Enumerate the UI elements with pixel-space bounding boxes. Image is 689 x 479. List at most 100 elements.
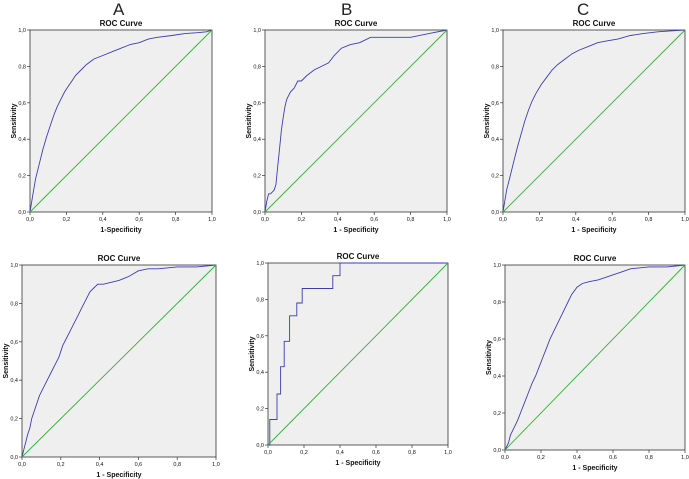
chart-title: ROC Curve [574,254,617,263]
y-tick-label: 0,4 [253,137,261,143]
y-tick-label: 0,6 [18,101,26,107]
x-tick-label: 0,0 [261,217,269,223]
chart-title: ROC Curve [100,19,143,28]
y-axis-label: Sensitivity [11,103,18,138]
x-tick-label: 0,6 [608,217,616,223]
y-tick-label: 0,0 [493,448,501,454]
x-tick-label: 0,6 [135,462,143,468]
column-label-b: B [341,0,353,19]
y-axis-label: Sensitivity [3,343,10,378]
x-tick-label: 0,0 [264,450,272,456]
x-tick-label: 0,6 [135,217,143,223]
chart-title: ROC Curve [98,254,141,263]
x-tick-label: 0,4 [334,217,342,223]
roc-curve [29,29,213,213]
y-tick-label: 0,2 [256,407,264,413]
y-tick-label: 1,0 [491,28,499,34]
x-tick-label: 0,2 [63,217,71,223]
y-tick-label: 1,0 [493,263,501,269]
roc-curve [264,29,448,213]
y-tick-label: 0,4 [491,137,499,143]
x-tick-label: 0,8 [407,217,415,223]
x-tick-label: 1,0 [681,217,689,223]
x-tick-label: 1,0 [212,462,220,468]
y-tick-label: 0,8 [493,300,501,306]
x-axis-label: 1 - Specificity [333,227,378,234]
x-tick-label: 0,2 [57,462,65,468]
x-tick-label: 1,0 [681,455,689,461]
x-tick-label: 0,6 [370,217,378,223]
x-tick-label: 0,4 [336,450,344,456]
x-tick-label: 0,0 [499,217,507,223]
y-tick-label: 0,6 [491,101,499,107]
x-tick-label: 1,0 [443,217,451,223]
roc-curve [21,264,217,458]
reference-line [29,29,213,213]
y-axis-label: Sensitivity [249,336,256,371]
x-tick-label: 0,8 [173,462,181,468]
y-tick-label: 0,4 [256,370,264,376]
x-tick-label: 0,4 [99,217,107,223]
x-tick-label: 0,0 [501,455,509,461]
x-tick-label: 0,2 [298,217,306,223]
y-axis-label: Sensitivity [486,340,493,375]
reference-line [504,264,686,451]
y-tick-label: 1,0 [10,263,18,269]
y-tick-label: 0,4 [493,374,501,380]
column-label-a: A [113,0,125,19]
x-axis-label: 1 - Specificity [572,465,617,472]
x-tick-label: 1,0 [444,450,452,456]
y-tick-label: 0,6 [256,334,264,340]
y-tick-label: 0,2 [493,411,501,417]
x-tick-label: 0,6 [609,455,617,461]
x-axis-label: 1 - Specificity [571,227,616,234]
y-axis-label: Sensitivity [484,103,491,138]
y-tick-label: 0,4 [10,378,18,384]
y-tick-label: 0,8 [256,297,264,303]
x-tick-label: 0,8 [645,455,653,461]
chart-title: ROC Curve [335,19,378,28]
y-tick-label: 0,0 [256,443,264,449]
x-tick-label: 0,6 [372,450,380,456]
reference-line [502,29,686,213]
chart-title: ROC Curve [337,252,380,261]
y-tick-label: 1,0 [253,28,261,34]
y-tick-label: 0,8 [10,301,18,307]
x-axis-label: 1 - Specificity [335,460,380,467]
y-tick-label: 0,0 [18,210,26,216]
x-tick-label: 0,0 [26,217,34,223]
x-tick-label: 0,4 [572,217,580,223]
x-tick-label: 0,4 [573,455,581,461]
column-label-c: C [577,0,590,19]
y-tick-label: 0,0 [491,210,499,216]
y-tick-label: 1,0 [256,261,264,267]
y-tick-label: 0,8 [18,64,26,70]
y-tick-label: 0,6 [253,101,261,107]
chart-title: ROC Curve [573,19,616,28]
x-tick-label: 0,4 [96,462,104,468]
reference-line [267,262,449,446]
x-axis-label: 1-Specificity [100,227,141,234]
roc-curve [268,262,448,446]
y-tick-label: 0,8 [491,64,499,70]
x-tick-label: 0,2 [536,217,544,223]
y-tick-label: 0,6 [493,337,501,343]
x-tick-label: 0,8 [408,450,416,456]
x-tick-label: 0,2 [537,455,545,461]
y-tick-label: 0,8 [253,64,261,70]
x-tick-label: 0,2 [300,450,308,456]
reference-line [264,29,448,213]
y-tick-label: 1,0 [18,28,26,34]
x-axis-label: 1 - Specificity [96,472,141,479]
roc-curve [504,264,686,451]
y-tick-label: 0,2 [253,174,261,180]
y-tick-label: 0,6 [10,340,18,346]
y-tick-label: 0,2 [10,417,18,423]
x-tick-label: 0,0 [18,462,26,468]
